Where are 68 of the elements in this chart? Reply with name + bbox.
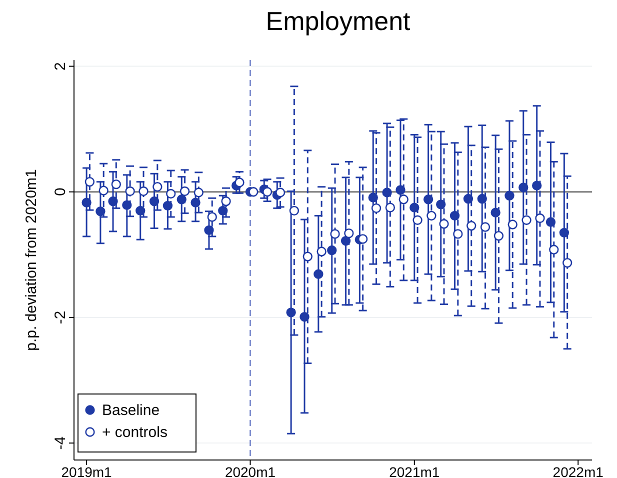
point bbox=[522, 215, 532, 225]
point bbox=[398, 194, 408, 204]
point bbox=[330, 229, 340, 239]
point bbox=[194, 188, 204, 198]
point bbox=[84, 176, 95, 187]
point bbox=[358, 234, 368, 244]
legend-label: + controls bbox=[102, 424, 168, 441]
legend-label: Baseline bbox=[102, 402, 160, 419]
point bbox=[436, 200, 446, 210]
point bbox=[535, 213, 545, 224]
point bbox=[248, 187, 258, 197]
point bbox=[549, 244, 559, 254]
point bbox=[152, 182, 162, 192]
point bbox=[423, 194, 434, 204]
point bbox=[494, 230, 504, 241]
point bbox=[385, 202, 396, 212]
point bbox=[439, 219, 449, 229]
point bbox=[518, 182, 528, 192]
point bbox=[98, 186, 108, 196]
y-tick-label: -4 bbox=[52, 436, 69, 450]
point bbox=[316, 246, 326, 256]
x-tick-label: 2019m1 bbox=[61, 464, 112, 478]
point bbox=[466, 220, 476, 231]
point bbox=[289, 206, 300, 216]
point bbox=[96, 206, 106, 216]
point bbox=[453, 229, 463, 239]
y-axis-title: p.p. deviation from 2020m1 bbox=[23, 169, 40, 351]
point bbox=[396, 185, 406, 195]
point bbox=[450, 210, 460, 221]
y-tick-label: 0 bbox=[52, 188, 69, 196]
x-tick-label: 2021m1 bbox=[389, 464, 440, 478]
point bbox=[302, 252, 313, 262]
point bbox=[180, 186, 190, 196]
point bbox=[275, 188, 286, 198]
point bbox=[490, 208, 500, 218]
point bbox=[262, 187, 272, 197]
point bbox=[138, 186, 148, 196]
point bbox=[368, 192, 378, 202]
point bbox=[166, 188, 176, 199]
point bbox=[218, 206, 228, 216]
point bbox=[477, 194, 487, 204]
point bbox=[204, 225, 214, 236]
x-tick-label: 2022m1 bbox=[552, 464, 604, 478]
point bbox=[149, 196, 160, 206]
point bbox=[546, 217, 556, 227]
chart-title: Employment bbox=[266, 6, 412, 36]
point bbox=[136, 206, 146, 216]
point bbox=[559, 228, 570, 238]
point bbox=[371, 203, 382, 214]
y-tick-label: -2 bbox=[52, 310, 69, 324]
point bbox=[463, 194, 474, 204]
point bbox=[426, 210, 436, 221]
point bbox=[125, 186, 135, 196]
point bbox=[108, 196, 118, 206]
y-tick-label: 2 bbox=[52, 62, 69, 70]
point bbox=[344, 228, 354, 238]
point bbox=[300, 312, 310, 322]
point bbox=[410, 202, 420, 212]
point bbox=[221, 196, 231, 206]
point bbox=[82, 198, 92, 208]
point bbox=[412, 215, 422, 225]
point bbox=[480, 222, 490, 232]
point bbox=[562, 258, 572, 268]
point bbox=[234, 178, 244, 188]
point bbox=[111, 179, 122, 190]
point bbox=[190, 198, 200, 208]
point bbox=[508, 220, 518, 230]
x-tick-label: 2020m1 bbox=[224, 464, 276, 478]
